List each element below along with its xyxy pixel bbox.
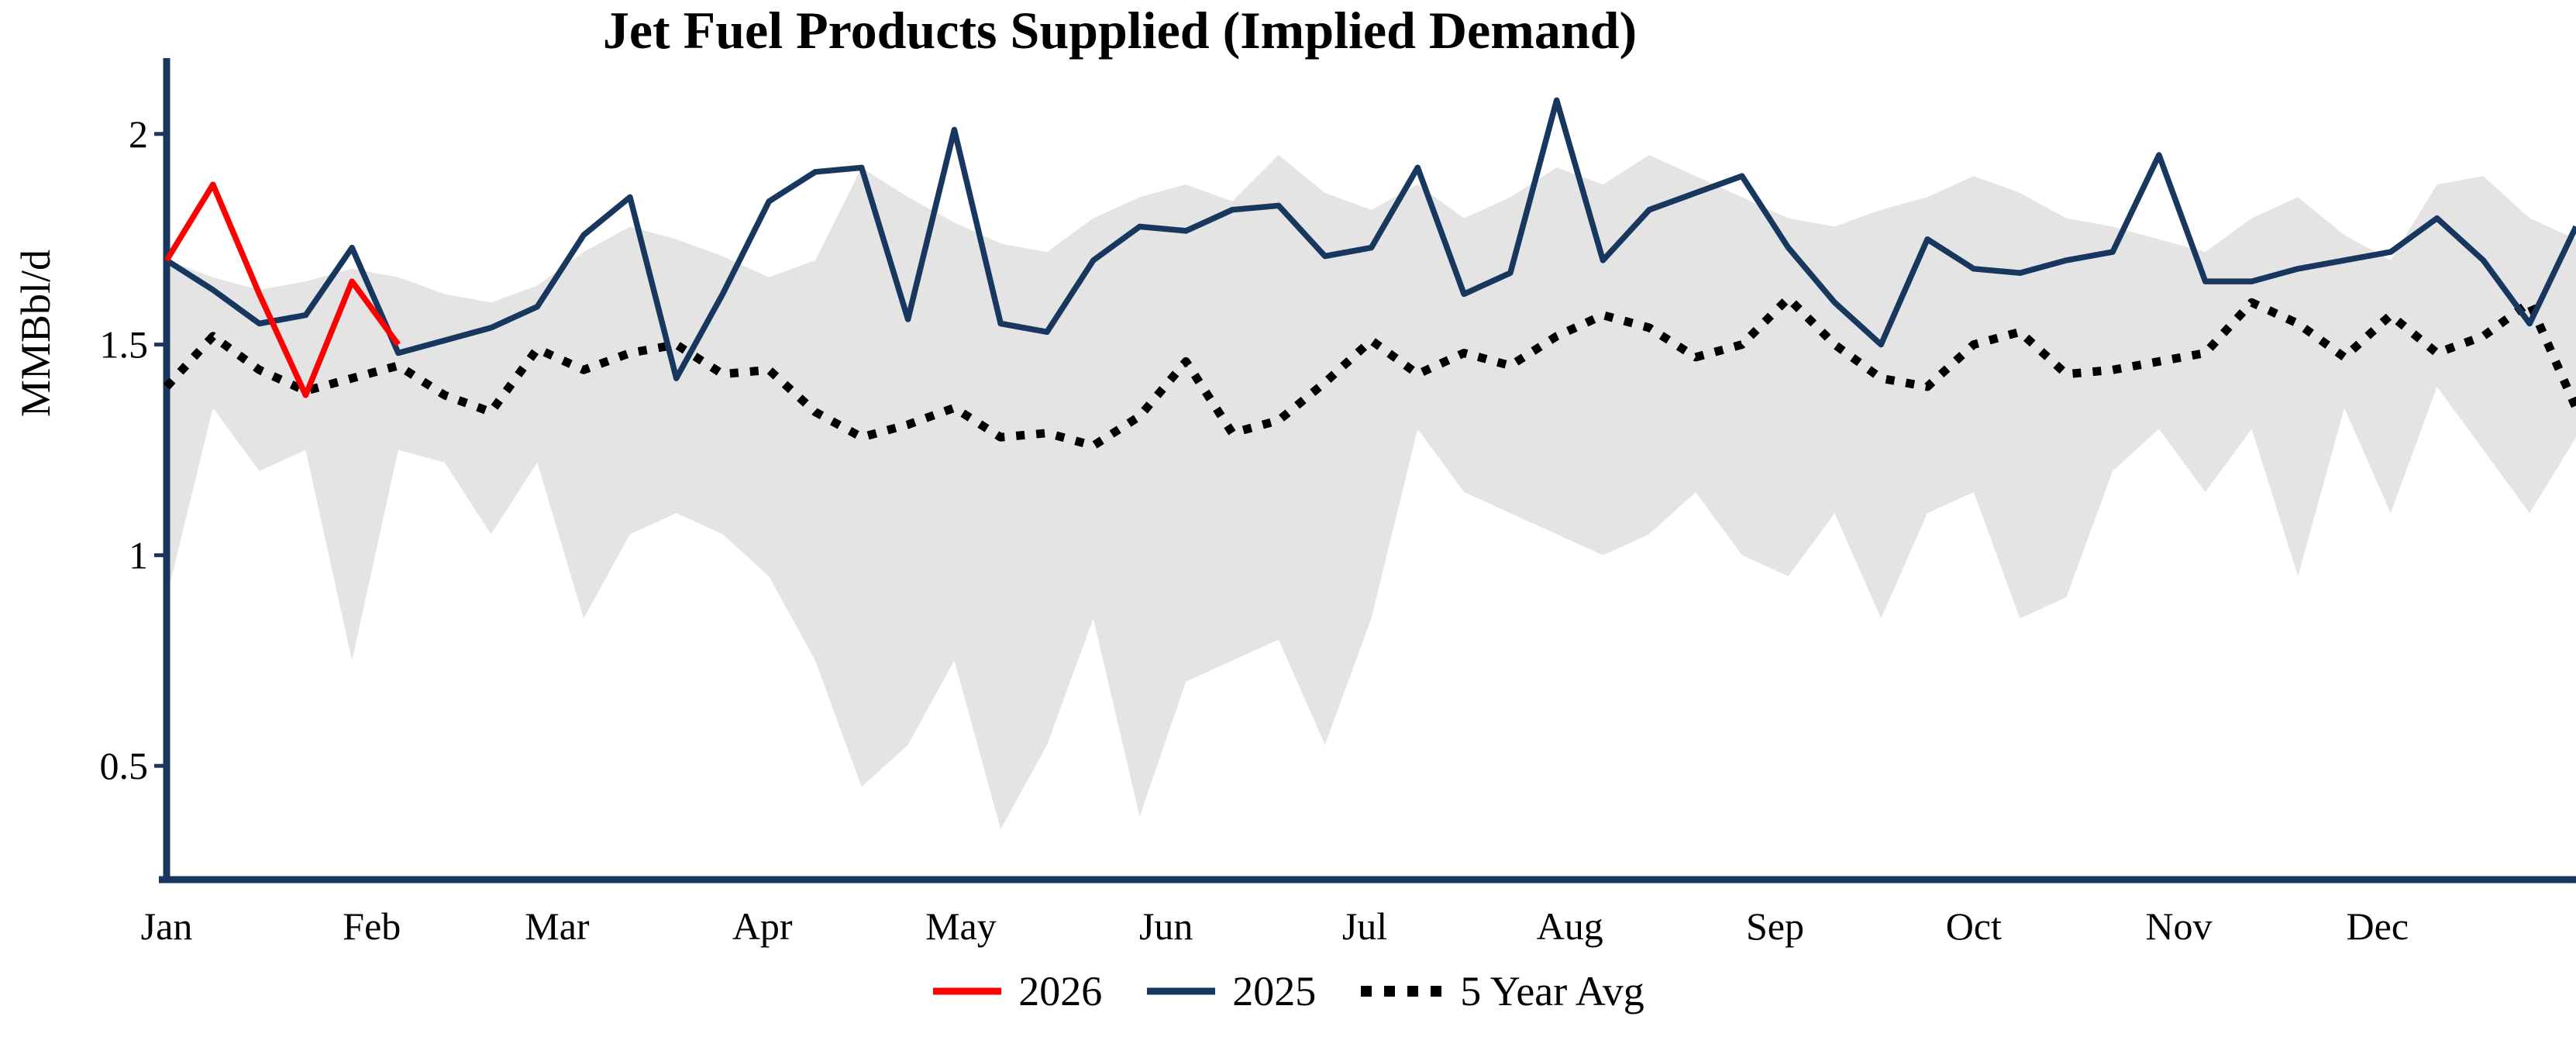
legend: 2026 2025 5 Year Avg xyxy=(0,967,2576,1015)
y-tick-label: 2 xyxy=(129,112,148,156)
legend-label-5yr-avg: 5 Year Avg xyxy=(1460,968,1644,1014)
legend-label-2026: 2026 xyxy=(1018,968,1103,1014)
legend-swatch-2025-icon xyxy=(1147,987,1216,995)
y-tick-label: 1.5 xyxy=(100,323,149,367)
x-tick-label: Feb xyxy=(343,904,401,948)
x-tick-label: Jul xyxy=(1342,904,1387,948)
y-tick-label: 0.5 xyxy=(100,744,149,787)
x-tick-label: Nov xyxy=(2145,904,2212,948)
five-year-range-band xyxy=(167,155,2576,829)
legend-item-2026: 2026 xyxy=(932,967,1102,1015)
x-tick-label: May xyxy=(925,904,997,948)
series-line-2026 xyxy=(164,181,401,398)
x-tick-label: Aug xyxy=(1537,904,1603,948)
legend-item-2025: 2025 xyxy=(1145,967,1316,1015)
x-tick-label: Jan xyxy=(141,904,193,948)
x-tick-label: Jun xyxy=(1139,904,1193,948)
legend-swatch-2026-icon xyxy=(933,987,1002,995)
x-tick-label: Oct xyxy=(1946,904,2002,948)
x-tick-label: Sep xyxy=(1746,904,1804,948)
legend-item-5yr-avg: 5 Year Avg xyxy=(1359,967,1644,1015)
legend-label-2025: 2025 xyxy=(1232,968,1317,1014)
x-tick-label: Dec xyxy=(2347,904,2409,948)
series-line-5-year-avg xyxy=(163,294,2576,450)
x-tick-label: Mar xyxy=(525,904,590,948)
legend-swatch-5yr-avg-icon xyxy=(1361,986,1444,997)
x-tick-label: Apr xyxy=(732,904,793,948)
y-tick-label: 1 xyxy=(129,533,148,577)
series-line-2025 xyxy=(164,97,2576,381)
chart-title: Jet Fuel Products Supplied (Implied Dema… xyxy=(602,1,1638,60)
